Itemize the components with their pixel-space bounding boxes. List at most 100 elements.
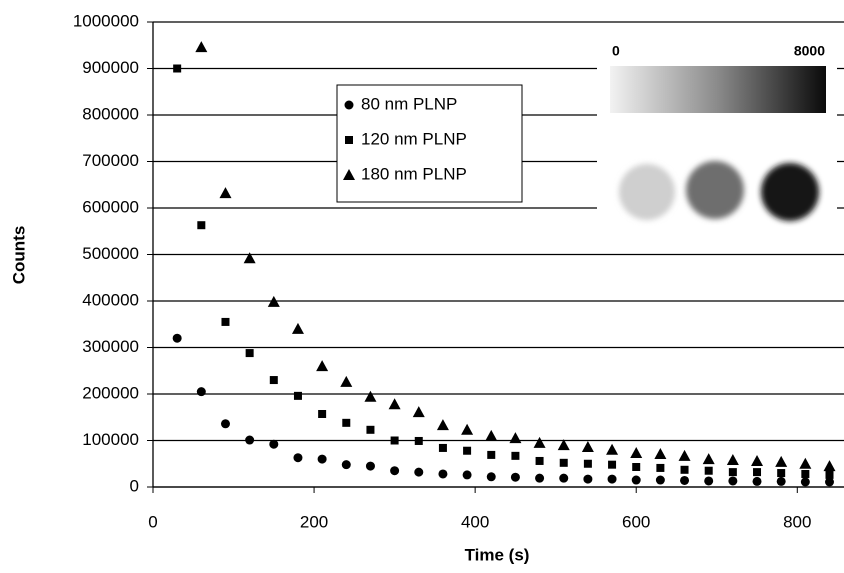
point	[318, 409, 327, 418]
point	[342, 418, 351, 427]
sample-spot	[686, 161, 744, 219]
y-tick-label: 100000	[82, 430, 139, 449]
y-tick-label: 200000	[82, 383, 139, 402]
legend-label: 80 nm PLNP	[361, 94, 457, 113]
point	[414, 467, 424, 477]
point	[487, 450, 496, 459]
point	[438, 443, 447, 452]
point	[195, 41, 208, 53]
point	[412, 406, 425, 418]
point	[317, 454, 327, 464]
inset-image: 0 8000	[597, 38, 837, 226]
point	[533, 436, 546, 448]
point	[219, 187, 232, 199]
sample-spot	[761, 163, 819, 221]
y-tick-label: 300000	[82, 337, 139, 356]
point	[436, 419, 449, 431]
point	[656, 463, 665, 472]
point	[293, 391, 302, 400]
point	[269, 439, 279, 449]
point	[799, 457, 812, 469]
point	[414, 436, 423, 445]
point	[751, 454, 764, 466]
x-tick-label: 400	[461, 512, 489, 531]
point	[825, 477, 835, 487]
x-tick-label: 600	[622, 512, 650, 531]
point	[341, 460, 351, 470]
point	[753, 468, 762, 477]
point	[535, 456, 544, 465]
point	[243, 252, 256, 264]
point	[196, 387, 206, 397]
point	[630, 447, 643, 459]
point	[680, 465, 689, 474]
point	[680, 475, 690, 485]
y-tick-label: 800000	[82, 104, 139, 123]
point	[366, 425, 375, 434]
point	[825, 470, 834, 479]
y-axis-title: Counts	[9, 226, 28, 285]
point	[801, 469, 810, 478]
y-tick-label: 0	[130, 476, 139, 495]
point	[316, 360, 329, 372]
point	[728, 476, 738, 486]
point	[291, 322, 304, 334]
point	[655, 475, 665, 485]
point	[463, 446, 472, 455]
point	[559, 458, 568, 467]
point	[267, 295, 280, 307]
point	[775, 455, 788, 467]
point	[364, 390, 377, 402]
point	[535, 473, 545, 483]
sample-spot	[619, 164, 675, 220]
y-tick-label: 900000	[82, 58, 139, 77]
point	[485, 429, 498, 441]
colorbar	[610, 66, 826, 113]
x-axis-title: Time (s)	[465, 545, 530, 564]
point	[486, 472, 496, 482]
point	[388, 398, 401, 410]
point	[606, 443, 619, 455]
point	[438, 469, 448, 479]
point	[704, 476, 714, 486]
point	[654, 447, 667, 459]
point	[726, 454, 739, 466]
y-tick-label: 600000	[82, 197, 139, 216]
legend-box	[336, 84, 523, 203]
point	[509, 432, 522, 444]
point	[220, 419, 230, 429]
y-tick-label: 1000000	[73, 11, 139, 30]
point	[340, 375, 353, 387]
point	[390, 436, 399, 445]
point	[269, 376, 278, 385]
point	[365, 461, 375, 471]
point	[293, 453, 303, 463]
point	[559, 473, 569, 483]
point	[462, 470, 472, 480]
colorbar-label: 8000	[794, 43, 825, 59]
point	[678, 449, 691, 461]
y-tick-label: 400000	[82, 290, 139, 309]
point	[583, 474, 593, 484]
legend-marker	[345, 136, 353, 144]
point	[702, 453, 715, 465]
point	[800, 477, 810, 487]
point	[823, 460, 836, 472]
point	[752, 476, 762, 486]
point	[245, 435, 255, 445]
x-tick-label: 800	[783, 512, 811, 531]
point	[607, 474, 617, 484]
point	[510, 472, 520, 482]
point	[173, 64, 182, 73]
point	[511, 451, 520, 460]
colorbar-label: 0	[612, 43, 620, 59]
legend-marker	[344, 100, 354, 110]
x-tick-label: 200	[300, 512, 328, 531]
y-tick-label: 700000	[82, 151, 139, 170]
point	[776, 476, 786, 486]
point	[583, 459, 592, 468]
point	[581, 441, 594, 453]
point	[557, 439, 570, 451]
point	[461, 423, 474, 435]
legend-label: 180 nm PLNP	[361, 164, 467, 183]
